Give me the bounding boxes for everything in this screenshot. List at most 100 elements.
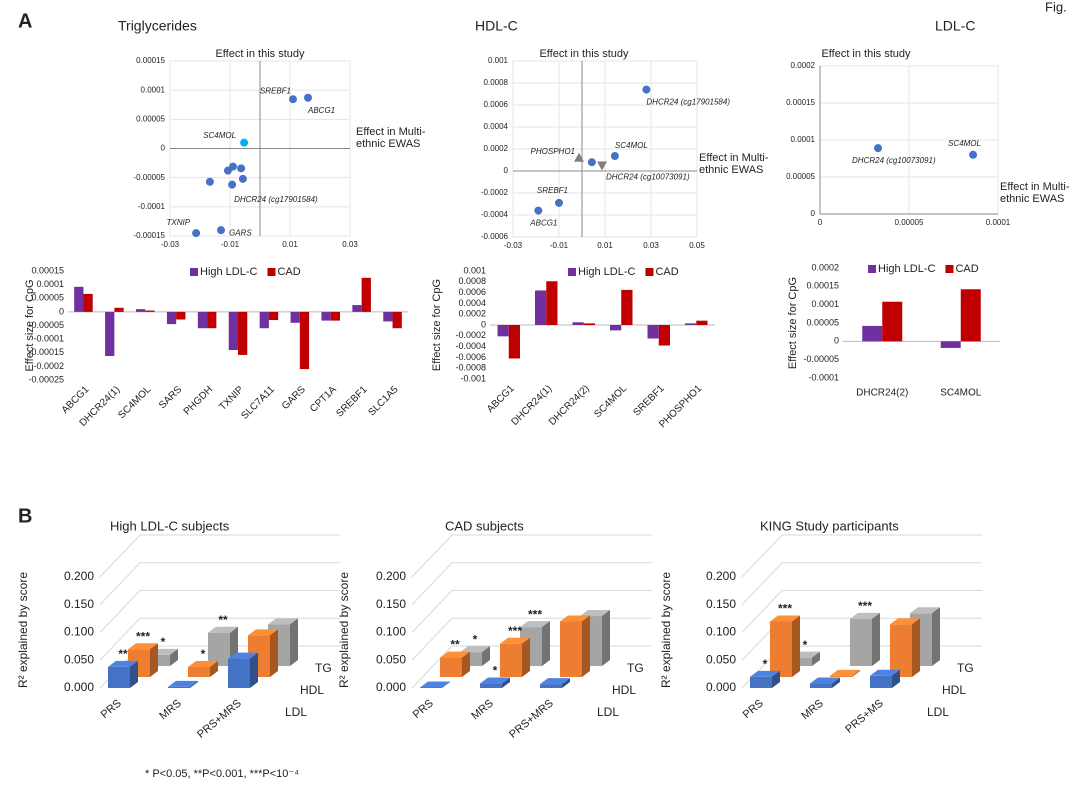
point-label: SC4MOL: [948, 139, 981, 148]
grid-line: [411, 534, 652, 578]
bar-front: [540, 684, 562, 688]
y-tick-label: -0.0002: [33, 361, 64, 371]
grid-line: [741, 534, 982, 578]
bar-front: [560, 621, 582, 677]
x-tick-label: -0.01: [221, 240, 240, 249]
chart-title: KING Study participants: [760, 518, 899, 533]
bar: [207, 311, 217, 329]
data-point: [597, 161, 608, 171]
panel-label: B: [18, 505, 32, 527]
y-tick-label: -0.0002: [455, 330, 486, 340]
bar-side: [832, 677, 840, 688]
figure-label: Fig.: [1045, 0, 1067, 14]
data-point: [969, 150, 978, 159]
bar-top: [850, 612, 880, 619]
data-point: [237, 164, 246, 173]
y-tick-label: 0.0001: [791, 135, 816, 144]
legend-swatch: [645, 268, 654, 276]
data-point: [240, 138, 249, 147]
data-point: [610, 152, 619, 161]
bar-side: [210, 661, 218, 677]
y-axis-label: Effect size for CpG: [431, 279, 443, 371]
data-point: [642, 85, 651, 94]
bar: [145, 310, 155, 312]
y-tick-label: -0.0001: [808, 372, 839, 382]
bar-top: [770, 615, 800, 622]
x-tick-label: GARS: [280, 384, 308, 412]
y-tick-label: 0.00015: [136, 56, 165, 65]
bar: [882, 301, 903, 342]
x-tick-label: SLC1A5: [366, 384, 400, 418]
bar-top: [910, 607, 940, 614]
x-tick-label: MRS: [157, 697, 183, 722]
bar-top: [580, 610, 610, 617]
significance-label: **: [218, 613, 228, 627]
bar: [268, 311, 279, 321]
y-axis-label: R² explained by score: [659, 572, 673, 688]
data-point: [304, 93, 312, 102]
point-label: ABCG1: [529, 219, 557, 228]
bar-side: [442, 681, 450, 688]
legend-label: CAD: [277, 266, 300, 278]
data-point: [587, 158, 596, 167]
data-point: [205, 177, 214, 186]
y-axis-label: Effect in this study: [821, 48, 911, 60]
bar: [392, 311, 402, 329]
bar-top: [108, 660, 138, 667]
x-tick-label: PRS+MRS: [195, 697, 244, 741]
y-tick-label: -0.00025: [28, 374, 64, 384]
bar: [696, 320, 708, 325]
y-tick-label: -0.0002: [481, 188, 509, 197]
bar: [535, 290, 547, 325]
significance-label: *: [803, 638, 808, 652]
bar-front: [208, 632, 230, 666]
x-tick-label: CPT1A: [308, 384, 339, 415]
y-tick-label: 0.0006: [484, 100, 509, 109]
grid-line: [411, 562, 652, 606]
y-tick-label: 0.001: [463, 265, 486, 275]
y-tick-label: 0.001: [488, 56, 509, 65]
y-axis-label: Effect in this study: [215, 48, 305, 60]
x-axis-label: Effect in Multi-ethnic EWAS: [699, 152, 769, 176]
bar-top: [500, 637, 530, 644]
bar: [572, 322, 584, 325]
bar-front: [810, 683, 832, 688]
x-tick-label: 0.00005: [895, 218, 924, 227]
y-tick-label: -0.00005: [28, 320, 64, 330]
series-label: HDL: [300, 683, 324, 697]
point-label: GARS: [229, 228, 252, 237]
data-point: [574, 152, 585, 162]
x-tick-label: 0.01: [597, 241, 613, 250]
bar-front: [188, 667, 210, 677]
y-axis-label: R² explained by score: [16, 572, 30, 688]
y-axis-label: Effect size for CpG: [787, 277, 799, 369]
bar: [74, 286, 84, 312]
bar-top: [168, 680, 198, 687]
legend-swatch: [190, 268, 198, 276]
grid-line: [741, 562, 982, 606]
y-tick-label: 0.0002: [791, 61, 816, 70]
y-tick-label: 0.200: [706, 569, 736, 583]
bar-front: [750, 676, 772, 688]
bar-side: [270, 629, 278, 677]
bar: [259, 311, 269, 329]
y-tick-label: 0: [481, 319, 486, 329]
x-tick-label: -0.03: [504, 241, 523, 250]
data-point: [555, 198, 563, 207]
bar-side: [290, 618, 298, 666]
bar: [497, 325, 509, 337]
y-tick-label: 0.150: [706, 597, 736, 611]
chart-title: HDL-C: [475, 18, 518, 34]
grid-line: [99, 617, 340, 661]
y-tick-label: 0.050: [64, 652, 94, 666]
bar-front: [440, 657, 462, 677]
bar-top: [520, 621, 550, 628]
grid-line: [99, 590, 340, 633]
x-tick-label: DHCR24(2): [547, 383, 592, 428]
bar-side: [852, 669, 860, 677]
x-tick-label: SLC7A11: [239, 384, 277, 422]
bar-top: [460, 646, 490, 653]
y-tick-label: 0.200: [376, 569, 406, 583]
bar: [83, 293, 93, 312]
